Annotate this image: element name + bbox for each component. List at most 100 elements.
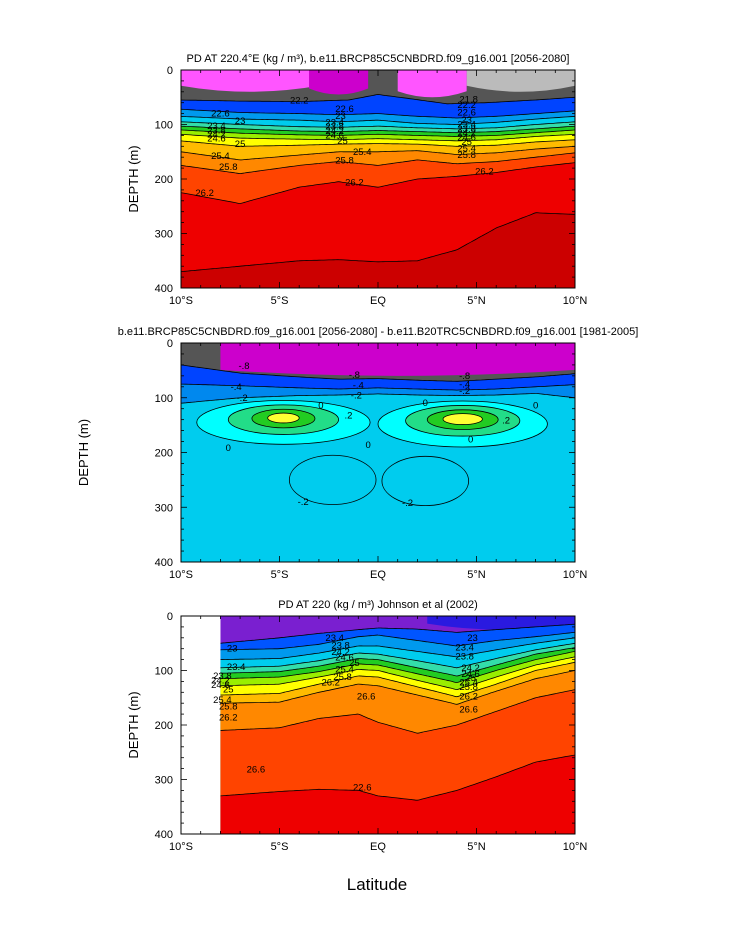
contour-label: 26.2	[345, 177, 364, 188]
contour-label: 0	[226, 443, 231, 454]
y-tick-label: 200	[155, 448, 173, 460]
contour-label: 25.4	[459, 677, 478, 688]
contour-label: 25.8	[335, 155, 354, 166]
contour-line	[181, 133, 575, 142]
contour-line	[220, 656, 575, 691]
contour-label: 24.6	[457, 133, 476, 144]
panel-2: -.8-.4-.2-.8-.4-.200-.8-.4-.20.2.2000-.2…	[76, 326, 638, 581]
contour-label: 24.6	[207, 134, 226, 145]
closed-contour	[381, 455, 470, 507]
contour-label: 24.6	[325, 130, 344, 141]
contour-line	[220, 632, 575, 651]
contour-label: -.4	[353, 381, 364, 392]
contour-line	[181, 125, 575, 134]
contour-label: -.2	[351, 391, 362, 402]
contour-label: 25	[465, 673, 476, 684]
panel-2-contour-lines	[181, 364, 575, 404]
contour-label: 23	[335, 111, 346, 122]
contour-label: 23.4	[227, 662, 246, 673]
contour-label: 25.4	[457, 143, 476, 154]
y-tick-label: 400	[155, 283, 173, 295]
x-tick-label: 10°N	[563, 295, 588, 307]
contour-line	[220, 647, 575, 677]
contour-label: 26.6	[247, 765, 266, 776]
contour-line	[181, 383, 575, 391]
panel-2-y-axis-label: DEPTH (m)	[76, 419, 91, 486]
contour-label: 25	[337, 136, 348, 147]
x-tick-label: 5°S	[271, 841, 289, 853]
contour-label: 25.4	[353, 147, 372, 158]
contour-label: 22.6	[353, 783, 372, 794]
contour-label: 25	[461, 137, 472, 148]
contour-label: 25.8	[459, 682, 478, 693]
panel-3-contour-labels: 2323.423.824.224.62525.425.826.226.623.4…	[211, 633, 480, 794]
contour-label: 0	[533, 400, 538, 411]
x-tick-label: 10°S	[169, 569, 193, 581]
y-tick-label: 200	[155, 174, 173, 186]
x-tick-label: EQ	[370, 569, 386, 581]
contour-label: 23.8	[213, 671, 232, 682]
contour-label: 23	[235, 116, 246, 127]
panel-1-ticks	[180, 69, 576, 289]
y-tick-label: 100	[155, 666, 173, 678]
contour-label: 24.2	[457, 128, 476, 139]
contour-line	[181, 392, 575, 404]
panel-3-ticks	[180, 615, 576, 835]
contour-label: 24.6	[461, 669, 480, 680]
contour-label: -.2	[298, 497, 309, 508]
closed-contour	[267, 412, 300, 424]
x-tick-label: EQ	[370, 841, 386, 853]
contour-line	[181, 212, 575, 272]
contour-line	[181, 115, 575, 125]
contour-label: 25	[349, 658, 360, 669]
contour-label: 23.8	[457, 124, 476, 135]
x-tick-label: 5°S	[271, 295, 289, 307]
contour-label: 25.4	[213, 695, 232, 706]
contour-label: 21.8	[459, 94, 478, 105]
fill-patch	[466, 70, 575, 92]
closed-contour	[442, 413, 483, 425]
closed-contour	[288, 454, 377, 505]
contour-label: 22.6	[211, 109, 230, 120]
contour-line	[220, 637, 575, 660]
contour-label: 25.8	[333, 672, 352, 683]
contour-line	[181, 139, 575, 147]
contour-label: 26.2	[195, 188, 214, 199]
fill-band	[181, 212, 575, 288]
contour-label: 23.4	[457, 120, 476, 131]
contour-label: 24.6	[335, 652, 354, 663]
contour-label: 26.2	[321, 677, 340, 688]
contour-label: 24.6	[211, 680, 230, 691]
x-tick-label: 5°N	[467, 295, 486, 307]
contour-label: 22.2	[457, 100, 476, 111]
contour-line	[181, 129, 575, 137]
contour-label: 25.4	[335, 664, 354, 675]
contour-line	[220, 689, 575, 734]
y-tick-label: 300	[155, 502, 173, 514]
contour-line	[181, 364, 575, 382]
contour-line	[181, 152, 575, 175]
panel-2-title: b.e11.BRCP85C5CNBDRD.f09_g16.001 [2056-2…	[118, 326, 639, 338]
contour-label: 26.2	[475, 166, 494, 177]
contour-line	[220, 651, 575, 683]
contour-line	[220, 642, 575, 669]
contour-label: -.2	[237, 393, 248, 404]
contour-label: 23.8	[325, 122, 344, 133]
contour-label: 25.4	[211, 151, 230, 162]
contour-label: 26.2	[219, 712, 238, 723]
contour-label: -.8	[459, 371, 470, 382]
x-tick-label: 10°N	[563, 841, 588, 853]
fill-patch	[181, 70, 319, 92]
y-tick-label: 0	[167, 65, 173, 77]
contour-line	[181, 94, 575, 105]
x-tick-label: 10°S	[169, 295, 193, 307]
x-tick-label: 5°N	[467, 569, 486, 581]
x-tick-label: 5°N	[467, 841, 486, 853]
contour-label: 25	[235, 139, 246, 150]
y-tick-label: 200	[155, 720, 173, 732]
contour-line	[220, 661, 575, 698]
contour-label: -.8	[349, 370, 360, 381]
contour-label: 24.2	[461, 663, 480, 674]
contour-line	[181, 121, 575, 130]
